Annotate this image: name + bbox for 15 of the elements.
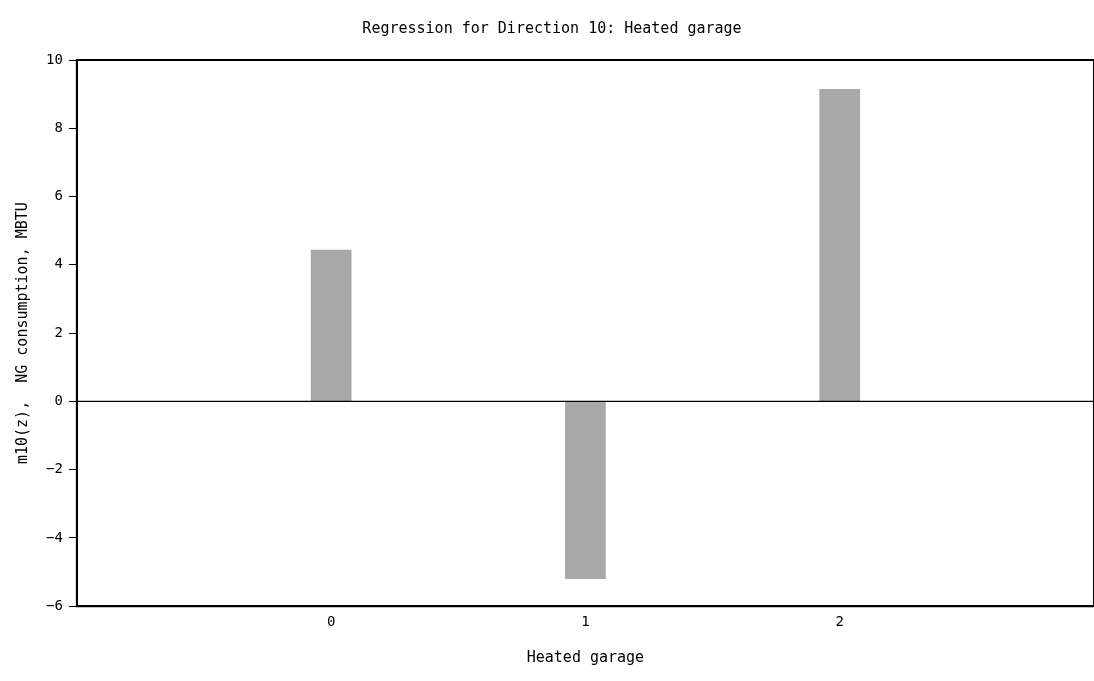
y-tick-label: −2: [46, 460, 63, 477]
y-tick-label: 0: [54, 392, 63, 409]
x-tick-label: 2: [835, 613, 844, 630]
x-axis-title: Heated garage: [526, 647, 645, 666]
y-tick-label: 2: [54, 323, 63, 340]
y-tick-label: 4: [54, 255, 63, 272]
x-tick-label: 1: [581, 613, 590, 630]
y-axis-title: m10(z), NG consumption, MBTU: [12, 202, 31, 465]
y-tick-label: 10: [46, 50, 63, 67]
x-tick-label: 0: [326, 613, 336, 630]
y-tick-label: 6: [54, 187, 63, 204]
y-tick-label: −4: [46, 528, 63, 545]
chart-title: Regression for Direction 10: Heated garage: [362, 18, 742, 37]
y-tick-label: 8: [54, 118, 63, 135]
y-tick-label: −6: [46, 596, 63, 613]
